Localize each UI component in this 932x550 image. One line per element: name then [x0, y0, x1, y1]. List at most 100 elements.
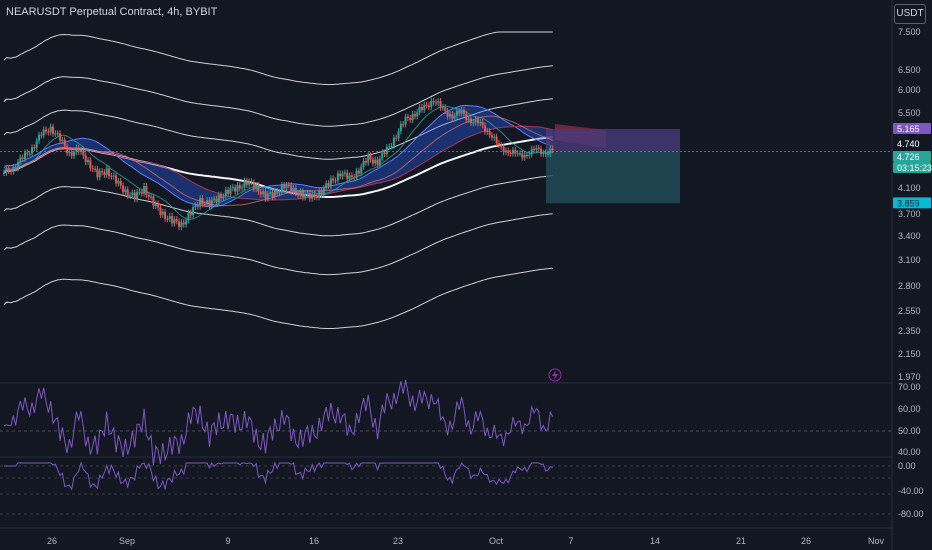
- candle: [374, 159, 377, 164]
- chart-grid: [0, 0, 893, 550]
- candle: [425, 104, 428, 106]
- candle: [147, 194, 150, 198]
- candle: [189, 212, 192, 216]
- candle: [488, 130, 491, 136]
- candle: [423, 104, 426, 110]
- price-tick-label: 5.500: [898, 108, 921, 118]
- osc-tick-label: 0.00: [898, 461, 916, 471]
- candle: [101, 171, 104, 173]
- candle: [444, 107, 447, 111]
- envelope-band: [3, 98, 553, 160]
- candle: [371, 159, 374, 164]
- price-tag: 5.165: [897, 124, 920, 134]
- candle: [500, 145, 503, 147]
- price-tag-bg: [893, 151, 931, 162]
- candle: [430, 100, 433, 108]
- candle: [75, 147, 78, 152]
- candle: [458, 110, 461, 114]
- candle: [341, 173, 344, 177]
- rsi-pane: 70.00 60.00 50.00 40.00: [0, 379, 921, 466]
- candle: [56, 133, 59, 135]
- candle: [518, 153, 521, 155]
- candle: [110, 176, 113, 178]
- oscillator-pane: 0.00 -40.00 -80.00: [0, 461, 924, 519]
- candle: [441, 107, 444, 109]
- candle: [385, 147, 388, 155]
- time-tick-label: Nov: [868, 536, 885, 546]
- ma-slow: [3, 115, 553, 207]
- candle: [82, 149, 85, 156]
- candle: [122, 185, 125, 193]
- candle: [535, 148, 538, 150]
- candle: [357, 170, 360, 174]
- price-tick-label: 4.100: [898, 183, 921, 193]
- price-tag: 4.740: [897, 139, 920, 149]
- candle: [35, 140, 38, 148]
- candle: [196, 204, 199, 207]
- candle: [70, 152, 73, 156]
- candle: [381, 152, 384, 159]
- candle: [280, 184, 283, 193]
- candle: [532, 148, 535, 150]
- rsi-tick-label: 70.00: [898, 382, 921, 392]
- candle: [143, 186, 146, 194]
- candle: [376, 159, 379, 165]
- candle: [133, 192, 136, 200]
- candle: [26, 152, 29, 154]
- candle: [399, 123, 402, 132]
- short-position-box[interactable]: [0, 129, 892, 204]
- candle: [497, 143, 500, 146]
- candle: [61, 139, 64, 141]
- candle: [119, 180, 122, 186]
- candle: [306, 192, 309, 194]
- time-tick-label: 9: [225, 536, 230, 546]
- candle: [192, 207, 195, 216]
- candle: [231, 187, 234, 189]
- candle: [84, 155, 87, 163]
- candle: [180, 222, 183, 228]
- candle: [264, 191, 267, 199]
- envelope-band: [3, 267, 553, 329]
- currency-button[interactable]: USDT: [894, 4, 926, 24]
- candle: [299, 191, 302, 196]
- candle: [199, 198, 202, 207]
- time-axis: 26 Sep 9 16 23 Oct 7 14 21 26 Nov: [47, 536, 885, 546]
- candle: [528, 154, 531, 156]
- envelope-band: [3, 31, 553, 86]
- candle: [59, 133, 62, 141]
- rsi-tick-label: 50.00: [898, 426, 921, 436]
- candle: [47, 131, 50, 133]
- candle: [208, 200, 211, 207]
- candle: [523, 154, 526, 158]
- candle: [213, 198, 216, 200]
- candle: [94, 168, 97, 170]
- candle: [329, 178, 332, 186]
- candle: [451, 114, 454, 119]
- candle: [304, 193, 307, 198]
- candle: [203, 203, 206, 205]
- candle: [140, 191, 143, 194]
- candle: [80, 149, 83, 152]
- candle: [336, 173, 339, 181]
- candle: [182, 222, 185, 225]
- candle: [89, 160, 92, 169]
- candle: [220, 194, 223, 199]
- candle: [420, 107, 423, 110]
- candle: [392, 137, 395, 146]
- candle: [334, 180, 337, 182]
- candle: [446, 110, 449, 117]
- time-tick-label: 7: [568, 536, 573, 546]
- price-tick-label: 3.400: [898, 231, 921, 241]
- lightning-icon[interactable]: [548, 368, 562, 382]
- candle: [362, 160, 365, 167]
- candle: [343, 172, 346, 174]
- price-tick-label: 2.800: [898, 281, 921, 291]
- candle: [154, 203, 157, 207]
- time-tick-label: 26: [47, 536, 57, 546]
- candle: [175, 219, 178, 222]
- candle: [411, 114, 414, 120]
- candle: [215, 198, 218, 202]
- candle: [390, 145, 393, 147]
- candle: [159, 207, 162, 215]
